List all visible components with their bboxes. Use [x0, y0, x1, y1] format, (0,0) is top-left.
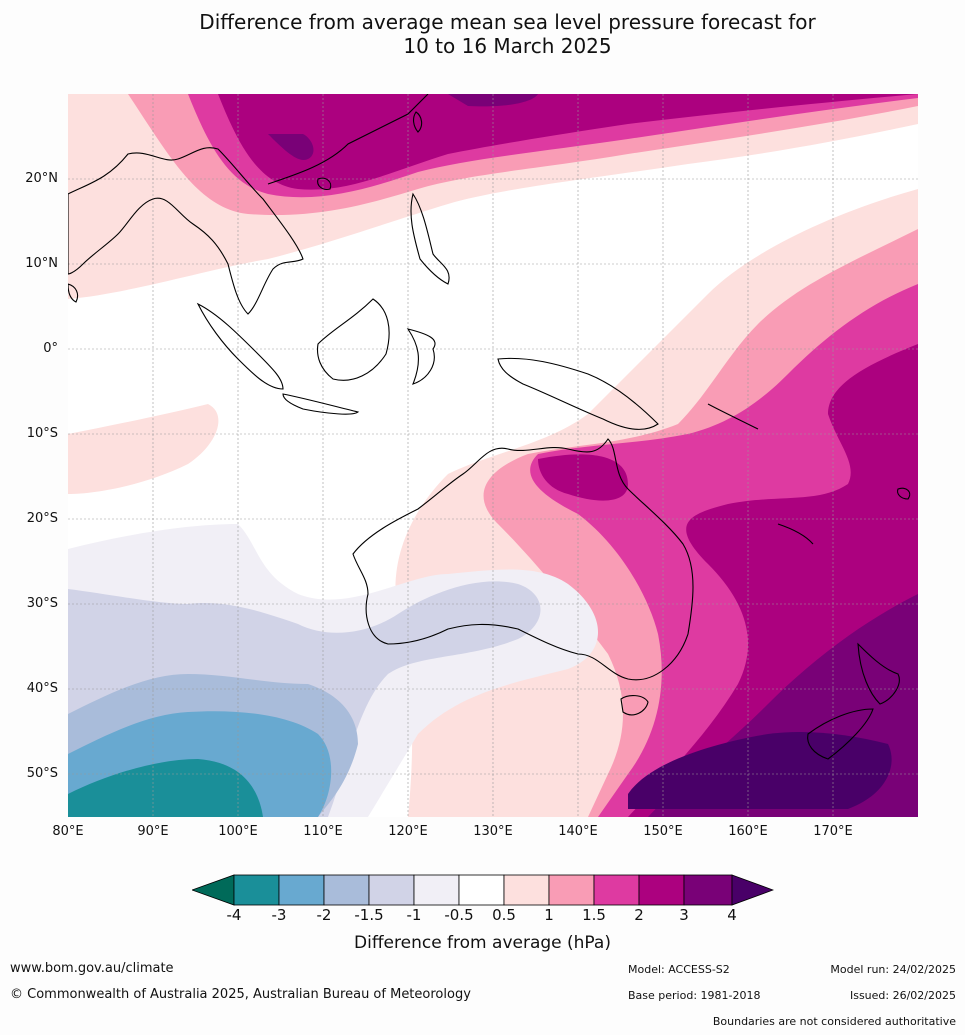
- colorbar-bin-9: [593, 874, 640, 906]
- coast-australia: [352, 438, 694, 681]
- footer-url[interactable]: www.bom.gov.au/climate: [10, 961, 174, 976]
- colorbar-title: Difference from average (hPa): [354, 933, 611, 953]
- coast-new-zealand-north: [857, 642, 900, 705]
- colorbar-bin-7: [503, 874, 550, 906]
- lon-label-80E: 80°E: [52, 824, 84, 839]
- footer-base-period: Base period: 1981-2018: [628, 989, 761, 1002]
- contour-east-2b: [538, 454, 628, 501]
- footer-boundaries-note: Boundaries are not considered authoritat…: [712, 1015, 956, 1028]
- coast-se-asia: [68, 147, 304, 315]
- colorbar-tick: -1.5: [354, 906, 384, 924]
- lon-label-90E: 90°E: [137, 824, 169, 839]
- coast-hainan: [317, 177, 332, 190]
- coast-philippines: [410, 192, 450, 285]
- colorbar-extend-low: [192, 874, 235, 906]
- footer-model-run: Model run: 24/02/2025: [830, 963, 956, 976]
- lat-label-10N: 10°N: [25, 256, 58, 271]
- coast-java: [282, 393, 360, 415]
- contour-north-3: [268, 134, 314, 160]
- colorbar-bin-10: [638, 874, 685, 906]
- lat-label-20S: 20°S: [26, 511, 58, 526]
- colorbar-bin-3: [323, 874, 370, 906]
- colorbar-tick: -4: [226, 906, 242, 924]
- colorbar-tick: 1.5: [582, 906, 606, 924]
- lon-label-120E: 120°E: [388, 824, 428, 839]
- footer-model: Model: ACCESS-S2: [628, 963, 730, 976]
- colorbar-tick: -1: [406, 906, 422, 924]
- map-title-line2: 10 to 16 March 2025: [403, 34, 612, 58]
- coast-sumatra: [196, 302, 284, 390]
- lat-label-30S: 30°S: [26, 596, 58, 611]
- coast-solomons: [707, 403, 759, 430]
- colorbar-bin-11: [683, 874, 733, 906]
- lon-label-130E: 130°E: [473, 824, 513, 839]
- coast-china: [267, 94, 429, 185]
- contour-east-4: [628, 732, 892, 809]
- lon-label-160E: 160°E: [728, 824, 768, 839]
- footer-copyright: © Commonwealth of Australia 2025, Austra…: [10, 987, 471, 1002]
- pressure-anomaly-map: [68, 94, 918, 817]
- coast-taiwan: [413, 111, 423, 133]
- contour-west-0.5: [68, 404, 219, 494]
- contour-north-3b: [448, 94, 538, 107]
- lon-label-140E: 140°E: [558, 824, 598, 839]
- lon-label-150E: 150°E: [643, 824, 683, 839]
- colorbar-tick: 3: [679, 906, 689, 924]
- lon-label-110E: 110°E: [303, 824, 343, 839]
- colorbar-bin-6: [458, 874, 505, 906]
- coast-fiji: [897, 487, 911, 500]
- footer-issued: Issued: 26/02/2025: [849, 989, 956, 1002]
- coast-new-guinea: [497, 357, 659, 430]
- coast-borneo: [316, 298, 390, 381]
- coastlines: [68, 94, 911, 760]
- lat-label-20N: 20°N: [25, 171, 58, 186]
- coast-tasmania: [620, 695, 649, 716]
- lon-label-170E: 170°E: [813, 824, 853, 839]
- colorbar-bin-1: [233, 874, 280, 906]
- contour-sw-minus3: [68, 759, 263, 817]
- colorbar: [192, 874, 774, 906]
- colorbar-tick: 0.5: [492, 906, 516, 924]
- colorbar-bin-2: [278, 874, 325, 906]
- coast-sulawesi: [406, 328, 436, 385]
- colorbar-bin-5: [413, 874, 460, 906]
- lon-label-100E: 100°E: [218, 824, 258, 839]
- graticule: [68, 94, 918, 817]
- coast-sri-lanka: [68, 283, 79, 303]
- colorbar-tick: -3: [271, 906, 287, 924]
- colorbar-tick: 2: [634, 906, 644, 924]
- colorbar-bin-8: [548, 874, 595, 906]
- map-title: Difference from average mean sea level p…: [0, 10, 965, 58]
- colorbar-tick: -2: [316, 906, 332, 924]
- colorbar-tick: 4: [727, 906, 737, 924]
- map-title-line1: Difference from average mean sea level p…: [199, 10, 816, 34]
- contour-north-2: [218, 94, 918, 190]
- coast-new-caledonia: [777, 523, 814, 545]
- lat-label-0: 0°: [43, 341, 58, 356]
- colorbar-tick: -0.5: [444, 906, 474, 924]
- lat-label-50S: 50°S: [26, 766, 58, 781]
- colorbar-bin-4: [368, 874, 415, 906]
- colorbar-tick: 1: [544, 906, 554, 924]
- lat-label-10S: 10°S: [26, 426, 58, 441]
- lat-label-40S: 40°S: [26, 681, 58, 696]
- coast-new-zealand-south: [807, 708, 874, 760]
- colorbar-extend-high: [731, 874, 774, 906]
- map-canvas: [68, 94, 918, 817]
